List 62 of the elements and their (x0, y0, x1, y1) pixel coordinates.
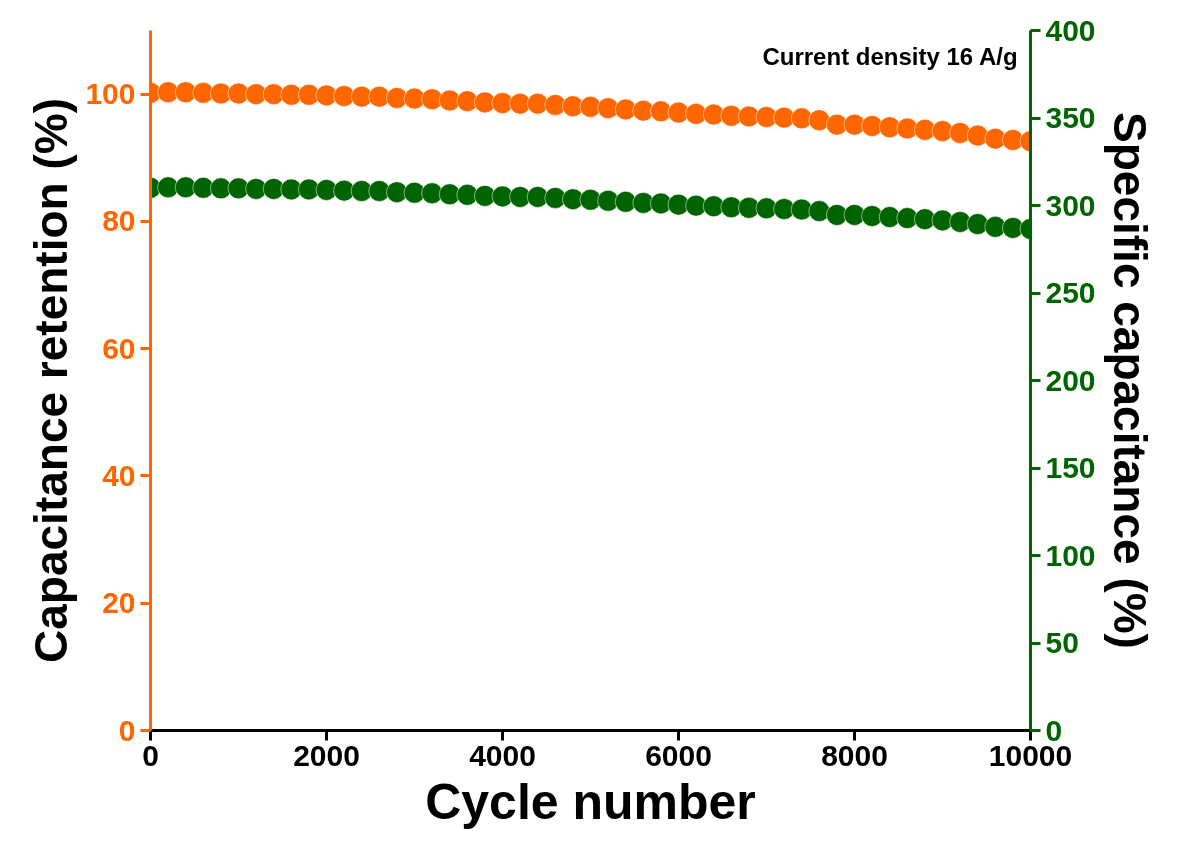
point (526, 185, 549, 208)
point (649, 192, 672, 215)
x-tick-label: 8000 (821, 738, 888, 772)
point (790, 107, 813, 130)
point (209, 177, 232, 200)
point (808, 109, 831, 132)
y2-axis-title: Specific capacitance (%) (1103, 112, 1156, 649)
y-tick-label: 20 (102, 586, 136, 620)
point (825, 113, 848, 136)
point (350, 180, 373, 202)
annotation: Current density 16 A/g (762, 42, 1018, 70)
x-axis-title: Cycle number (425, 773, 756, 830)
point (825, 203, 848, 226)
y-tick-label: 0 (118, 713, 136, 747)
y2-tick-label: 400 (1045, 13, 1096, 47)
y2-tick-label: 300 (1045, 188, 1096, 222)
point (385, 181, 408, 204)
x-tick-label: 6000 (645, 738, 712, 772)
point (614, 190, 637, 213)
point (297, 178, 320, 201)
x-tick-label: 4000 (469, 738, 536, 772)
point (209, 82, 232, 105)
y2-tick-label: 150 (1045, 451, 1096, 484)
point (737, 196, 760, 219)
point (913, 208, 936, 231)
y-axis-title: Capacitance retention (%) (25, 98, 78, 663)
point (1001, 216, 1024, 239)
point (649, 100, 672, 123)
point (297, 83, 320, 106)
y2-tick-label: 100 (1045, 538, 1096, 572)
point (561, 95, 584, 118)
point (473, 91, 496, 114)
point (1001, 128, 1024, 151)
point (561, 188, 584, 211)
point (174, 81, 197, 104)
point (438, 89, 461, 112)
y2-tick-label: 50 (1045, 626, 1079, 659)
y2-tick-label: 200 (1045, 363, 1096, 397)
y2-tick-label: 350 (1045, 101, 1096, 134)
y-tick-label: 40 (102, 458, 136, 492)
point (350, 85, 373, 108)
point (473, 184, 496, 207)
point (385, 86, 408, 109)
point (174, 176, 197, 199)
point (526, 92, 549, 115)
y2-tick-label: 250 (1045, 276, 1096, 309)
point (614, 98, 637, 121)
point (262, 177, 285, 200)
point (966, 213, 989, 236)
point (878, 116, 901, 139)
point (790, 198, 813, 221)
point (966, 124, 989, 147)
point (737, 105, 760, 128)
y-tick-label: 80 (102, 204, 136, 238)
point (438, 183, 461, 206)
point (878, 206, 901, 229)
y-tick-label: 100 (85, 77, 136, 111)
x-tick-label: 2000 (293, 738, 360, 772)
point (913, 118, 936, 141)
x-tick-label: 0 (142, 738, 159, 772)
y-tick-label: 60 (102, 331, 136, 365)
point (808, 200, 831, 223)
